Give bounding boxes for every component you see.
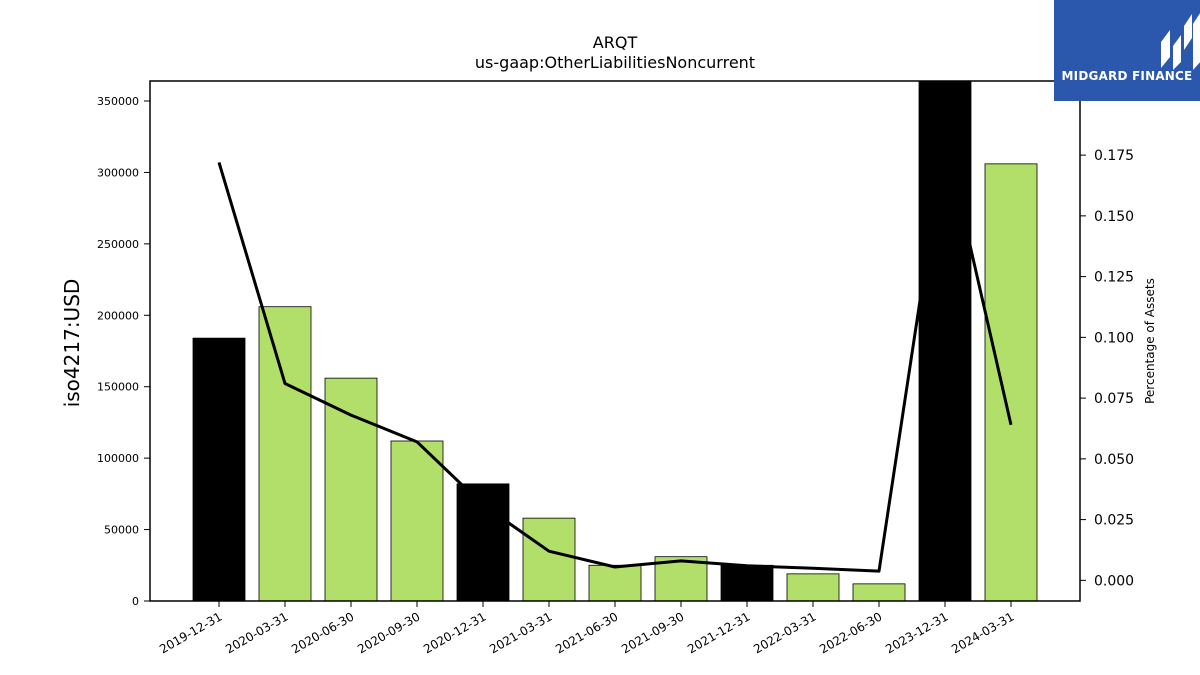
- chart-subtitle: us-gaap:OtherLiabilitiesNoncurrent: [475, 53, 755, 72]
- x-tick-label: 2020-03-31: [223, 609, 290, 656]
- bar: [918, 80, 972, 602]
- y-tick-label: 350000: [97, 95, 139, 108]
- y-tick-label: 200000: [97, 309, 139, 322]
- x-tick-label: 2021-03-31: [487, 609, 554, 656]
- y-tick-label: 0: [132, 595, 139, 608]
- y-tick-label: 100000: [97, 452, 139, 465]
- brand-name: MIDGARD FINANCE: [1061, 69, 1193, 83]
- bar: [456, 483, 510, 602]
- chart-title: ARQT: [593, 33, 638, 52]
- midgard-logo-icon: [1161, 13, 1200, 70]
- bar: [654, 556, 708, 602]
- y-tick-label: 50000: [104, 524, 139, 537]
- y2-tick-label: 0.000: [1094, 573, 1134, 589]
- y-tick-label: 300000: [97, 166, 139, 179]
- bar: [258, 306, 312, 602]
- percentage-line: [217, 134, 1013, 573]
- x-tick-label: 2024-03-31: [949, 609, 1016, 656]
- y2-tick-label: 0.175: [1094, 148, 1134, 164]
- y2-tick-label: 0.100: [1094, 330, 1134, 346]
- y2-axis-label: Percentage of Assets: [1143, 278, 1157, 404]
- y2-tick-label: 0.025: [1094, 513, 1134, 529]
- y2-tick-label: 0.075: [1094, 391, 1134, 407]
- brand-logo: MIDGARD FINANCE: [1054, 0, 1200, 101]
- x-tick-label: 2021-06-30: [553, 609, 620, 656]
- bar: [720, 564, 774, 602]
- line-series: [217, 134, 1013, 573]
- y2-tick-label: 0.150: [1094, 209, 1134, 225]
- x-tick-label: 2023-12-31: [883, 609, 950, 656]
- x-tick-label: 2021-09-30: [619, 609, 686, 656]
- y2-tick-label: 0.125: [1094, 270, 1134, 286]
- x-tick-label: 2022-03-31: [751, 609, 818, 656]
- x-tick-label: 2022-06-30: [817, 609, 884, 656]
- y2-tick-label: 0.050: [1094, 452, 1134, 468]
- y-axis-label: iso4217:USD: [60, 279, 84, 408]
- bar: [390, 440, 444, 602]
- y-tick-label: 150000: [97, 381, 139, 394]
- x-tick-label: 2019-12-31: [157, 609, 224, 656]
- x-axis: 2019-12-312020-03-312020-06-302020-09-30…: [157, 601, 1017, 656]
- bar: [786, 573, 840, 602]
- x-tick-label: 2020-06-30: [289, 609, 356, 656]
- x-tick-label: 2020-09-30: [355, 609, 422, 656]
- x-tick-label: 2021-12-31: [685, 609, 752, 656]
- y-axis: 0 50000 100000 150000 200000 250000 300000 3500…: [97, 95, 150, 608]
- bar: [984, 163, 1038, 602]
- y2-axis: 0.000 0.025 0.050 0.075 0.100 0.125 0.150 0.175: [1080, 148, 1134, 589]
- bar: [192, 337, 246, 602]
- y-tick-label: 250000: [97, 238, 139, 251]
- x-tick-label: 2020-12-31: [421, 609, 488, 656]
- bar: [522, 517, 576, 602]
- plot-frame: [149, 80, 1081, 602]
- bar: [852, 583, 906, 602]
- bar: [324, 377, 378, 602]
- bars: [192, 80, 1038, 602]
- bar: [588, 564, 642, 602]
